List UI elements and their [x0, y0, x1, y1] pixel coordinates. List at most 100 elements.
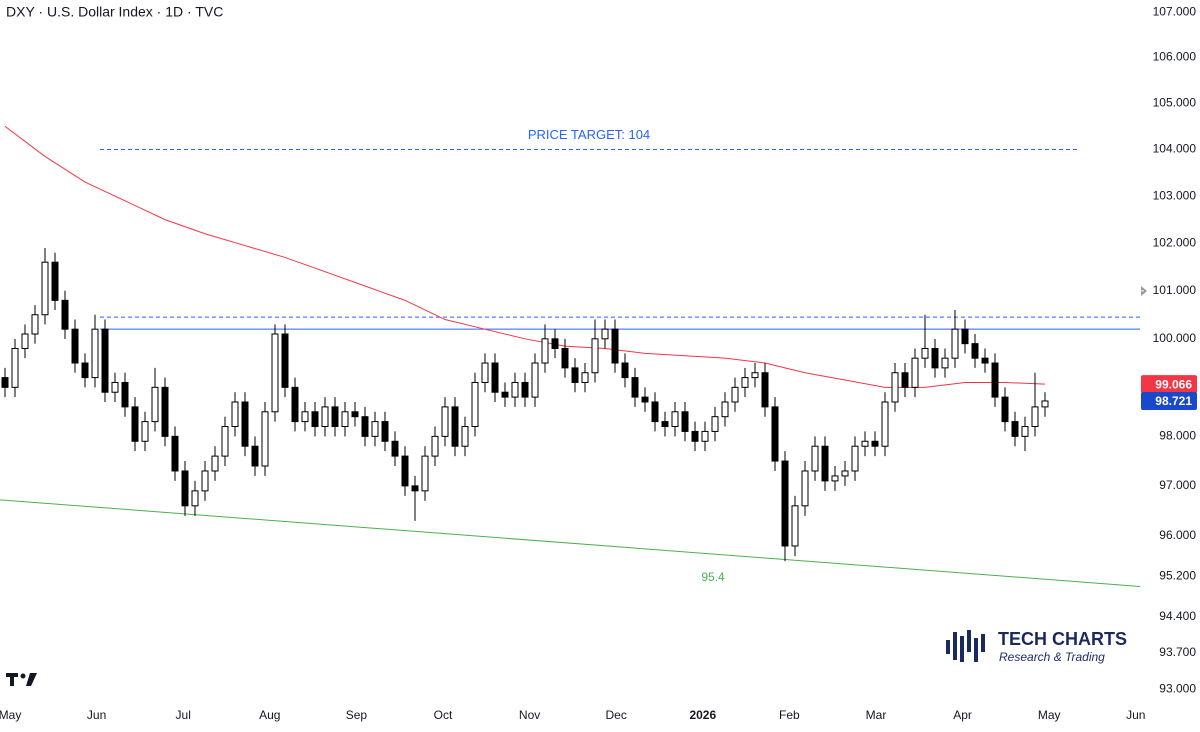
candle-body — [871, 440, 879, 447]
y-tick-label: 93.700 — [1159, 645, 1196, 659]
y-tick-label: 97.000 — [1159, 478, 1196, 492]
trendline-label: 95.4 — [701, 570, 725, 584]
candle-body — [771, 406, 779, 462]
candle-body — [651, 401, 659, 423]
candle-body — [271, 333, 279, 413]
candle-body — [201, 470, 209, 492]
x-tick-label: Mar — [866, 708, 887, 722]
candle-body — [471, 381, 479, 428]
candle-body — [171, 435, 179, 472]
y-tick-label: 93.000 — [1159, 681, 1196, 695]
candle-body — [371, 421, 379, 437]
candle-body — [81, 362, 89, 379]
candle-body — [1011, 421, 1019, 437]
candle-body — [281, 333, 289, 388]
candle-body — [721, 401, 729, 418]
candle-body — [971, 343, 979, 359]
candle-body — [71, 328, 79, 364]
x-tick-label: Apr — [953, 708, 972, 722]
x-tick-label: Aug — [259, 708, 280, 722]
candle-body — [831, 475, 839, 482]
y-tick-label: 107.000 — [1153, 4, 1197, 18]
candle-body — [691, 430, 699, 442]
x-tick-label: Feb — [779, 708, 800, 722]
candle-body — [251, 445, 259, 467]
candle-body — [391, 440, 399, 457]
chart-title: DXY · U.S. Dollar Index · 1D · TVC — [6, 4, 223, 20]
candle-body — [891, 372, 899, 403]
candle-body — [841, 470, 849, 477]
candle-body — [571, 367, 579, 383]
price-badge-label: 99.066 — [1155, 377, 1192, 391]
y-tick-label: 106.000 — [1153, 50, 1197, 64]
moving-average — [4, 125, 1046, 388]
candle-body — [541, 338, 549, 364]
candle-body — [141, 421, 149, 442]
candle-body — [491, 362, 499, 393]
candle-body — [481, 362, 489, 383]
logo-icon — [946, 630, 985, 662]
candle-body — [131, 406, 139, 442]
candle-body — [1021, 426, 1029, 437]
y-tick-label: 104.000 — [1153, 142, 1197, 156]
candle-body — [301, 411, 309, 423]
candle-body — [551, 338, 559, 349]
candle-body — [441, 406, 449, 437]
candle-body — [181, 470, 189, 507]
candle-body — [511, 381, 519, 398]
candle-body — [121, 381, 129, 408]
candle-body — [61, 299, 69, 330]
candle-body — [361, 416, 369, 437]
x-tick-label: Jun — [87, 708, 106, 722]
candle-body — [221, 426, 229, 457]
price-badge-label: 98.721 — [1155, 394, 1192, 408]
candle-body — [581, 372, 589, 383]
y-tick-label: 105.000 — [1153, 95, 1197, 109]
candle-body — [731, 386, 739, 403]
y-tick-label: 102.000 — [1153, 235, 1197, 249]
candle-body — [671, 411, 679, 428]
candle-body — [1041, 400, 1049, 408]
candle-body — [401, 455, 409, 487]
x-tick-label: May — [0, 708, 21, 722]
price-badge — [1141, 391, 1197, 410]
candle-body — [821, 445, 829, 482]
x-tick-label: Dec — [606, 708, 627, 722]
candle-body — [351, 411, 359, 418]
candle-body — [431, 435, 439, 457]
candle-body — [331, 406, 339, 428]
candle-body — [901, 372, 909, 388]
candle-body — [151, 386, 159, 423]
candle-body — [761, 372, 769, 408]
candle-body — [411, 485, 419, 492]
logo: TECH CHARTS Research & Trading — [946, 629, 1127, 664]
x-tick-label: Sep — [346, 708, 368, 722]
x-tick-label: Nov — [519, 708, 540, 722]
candle-body — [521, 381, 529, 398]
candle-body — [561, 347, 569, 369]
level-label: PRICE TARGET: 104 — [528, 127, 650, 142]
candle-body — [791, 505, 799, 547]
y-tick-label: 95.200 — [1159, 568, 1196, 582]
candle-body — [231, 401, 239, 428]
candle-body — [101, 328, 109, 393]
candle-body — [51, 261, 59, 301]
x-tick-label: May — [1038, 708, 1061, 722]
candle-body — [111, 381, 119, 393]
candle-body — [261, 411, 269, 467]
candle-body — [1, 377, 9, 388]
candle-body — [711, 416, 719, 432]
candle-body — [211, 455, 219, 472]
candle-body — [881, 401, 889, 447]
candle-body — [951, 328, 959, 359]
candle-body — [161, 386, 169, 437]
candle-body — [611, 328, 619, 364]
candle-body — [811, 445, 819, 472]
candle-body — [191, 490, 199, 507]
candle-body — [961, 328, 969, 345]
candle-body — [741, 377, 749, 388]
y-tick-label: 100.000 — [1153, 331, 1197, 345]
x-tick-label: Jul — [176, 708, 191, 722]
candle-body — [421, 455, 429, 492]
